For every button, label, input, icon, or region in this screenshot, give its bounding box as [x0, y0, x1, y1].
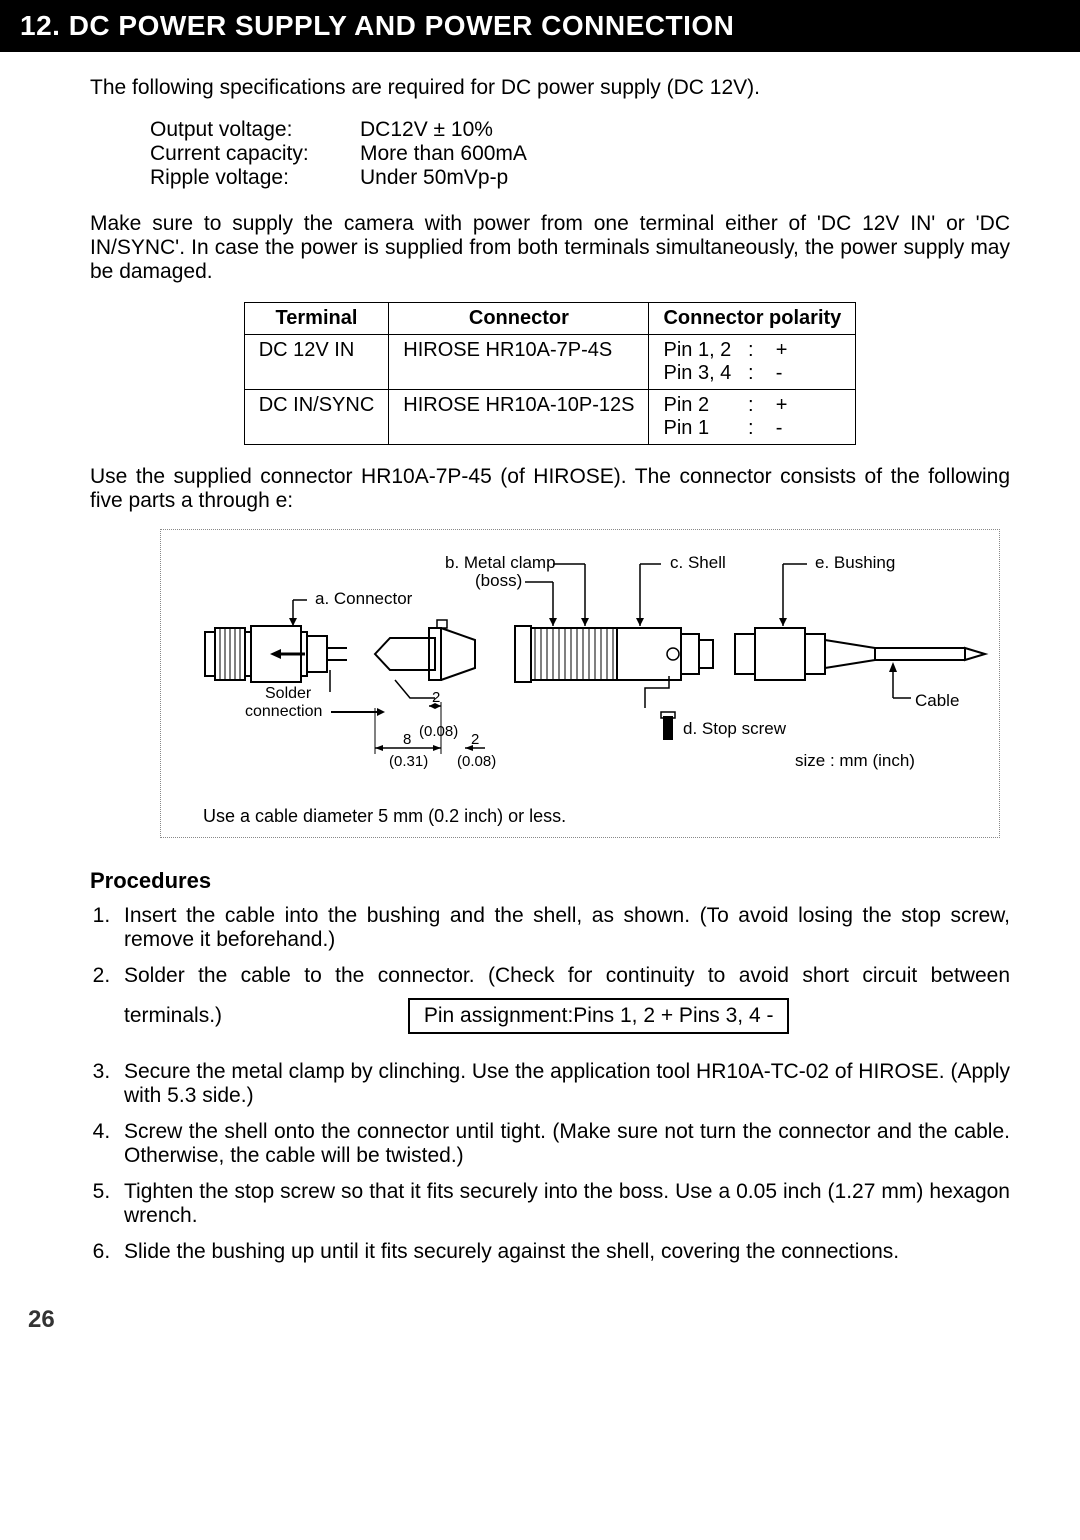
- table-row: DC IN/SYNC HIROSE HR10A-10P-12S Pin 2 : …: [244, 390, 856, 445]
- table-cell: Pin 1, 2 : + Pin 3, 4 : -: [649, 335, 856, 390]
- procedure-step: Slide the bushing up until it fits secur…: [116, 1240, 1010, 1264]
- procedure-step: Secure the metal clamp by clinching. Use…: [116, 1060, 1010, 1108]
- label-solder-1: Solder: [265, 685, 312, 702]
- spec-label: Ripple voltage:: [150, 166, 360, 190]
- dim1b: (0.08): [419, 723, 458, 740]
- cable-note: Use a cable diameter 5 mm (0.2 inch) or …: [175, 806, 985, 827]
- table-cell: Pin 2 : + Pin 1 : -: [649, 390, 856, 445]
- intro-paragraph: The following specifications are require…: [90, 76, 1010, 100]
- table-header: Terminal: [244, 303, 389, 335]
- label-boss: (boss): [475, 571, 522, 590]
- section-header: 12. DC POWER SUPPLY AND POWER CONNECTION: [0, 0, 1080, 52]
- procedure-step: Insert the cable into the bushing and th…: [116, 904, 1010, 952]
- connector-intro: Use the supplied connector HR10A-7P-45 (…: [90, 465, 1010, 513]
- connector-diagram: b. Metal clamp (boss) c. Shell e. Bushin…: [160, 529, 1000, 838]
- spec-row: Output voltage: DC12V ± 10%: [150, 118, 1010, 142]
- procedures-heading: Procedures: [90, 868, 1010, 894]
- label-b: b. Metal clamp: [445, 553, 556, 572]
- spec-value: More than 600mA: [360, 142, 527, 166]
- table-cell: HIROSE HR10A-7P-4S: [389, 335, 649, 390]
- procedure-step: Solder the cable to the connector. (Chec…: [116, 964, 1010, 1048]
- warning-paragraph: Make sure to supply the camera with powe…: [90, 212, 1010, 284]
- label-d: d. Stop screw: [683, 719, 787, 738]
- dim3: 2: [471, 731, 479, 748]
- table-cell: DC IN/SYNC: [244, 390, 389, 445]
- spec-label: Output voltage:: [150, 118, 360, 142]
- table-cell: DC 12V IN: [244, 335, 389, 390]
- spec-row: Ripple voltage: Under 50mVp-p: [150, 166, 1010, 190]
- spec-value: Under 50mVp-p: [360, 166, 508, 190]
- dim1: 2: [432, 689, 440, 706]
- label-a: a. Connector: [315, 589, 413, 608]
- spec-label: Current capacity:: [150, 142, 360, 166]
- table-header: Connector: [389, 303, 649, 335]
- procedure-step: Screw the shell onto the connector until…: [116, 1120, 1010, 1168]
- label-solder-2: connection: [245, 703, 322, 720]
- terminal-table: Terminal Connector Connector polarity DC…: [244, 302, 857, 445]
- spec-list: Output voltage: DC12V ± 10% Current capa…: [150, 118, 1010, 190]
- procedures-list: Insert the cable into the bushing and th…: [90, 904, 1010, 1264]
- pin-assignment-box: Pin assignment:Pins 1, 2 + Pins 3, 4 -: [408, 998, 790, 1034]
- spec-row: Current capacity: More than 600mA: [150, 142, 1010, 166]
- table-header: Connector polarity: [649, 303, 856, 335]
- label-e: e. Bushing: [815, 553, 895, 572]
- size-note: size : mm (inch): [795, 751, 915, 770]
- dim2: 8: [403, 731, 411, 748]
- procedure-step: Tighten the stop screw so that it fits s…: [116, 1180, 1010, 1228]
- page-number: 26: [0, 1276, 1080, 1350]
- dim3b: (0.08): [457, 753, 496, 770]
- spec-value: DC12V ± 10%: [360, 118, 493, 142]
- table-header-row: Terminal Connector Connector polarity: [244, 303, 856, 335]
- table-cell: HIROSE HR10A-10P-12S: [389, 390, 649, 445]
- diagram-svg: b. Metal clamp (boss) c. Shell e. Bushin…: [175, 548, 995, 798]
- section-title: 12. DC POWER SUPPLY AND POWER CONNECTION: [20, 10, 734, 41]
- dim2b: (0.31): [389, 753, 428, 770]
- label-cable: Cable: [915, 691, 959, 710]
- table-row: DC 12V IN HIROSE HR10A-7P-4S Pin 1, 2 : …: [244, 335, 856, 390]
- page-content: The following specifications are require…: [0, 76, 1080, 1264]
- label-c: c. Shell: [670, 553, 726, 572]
